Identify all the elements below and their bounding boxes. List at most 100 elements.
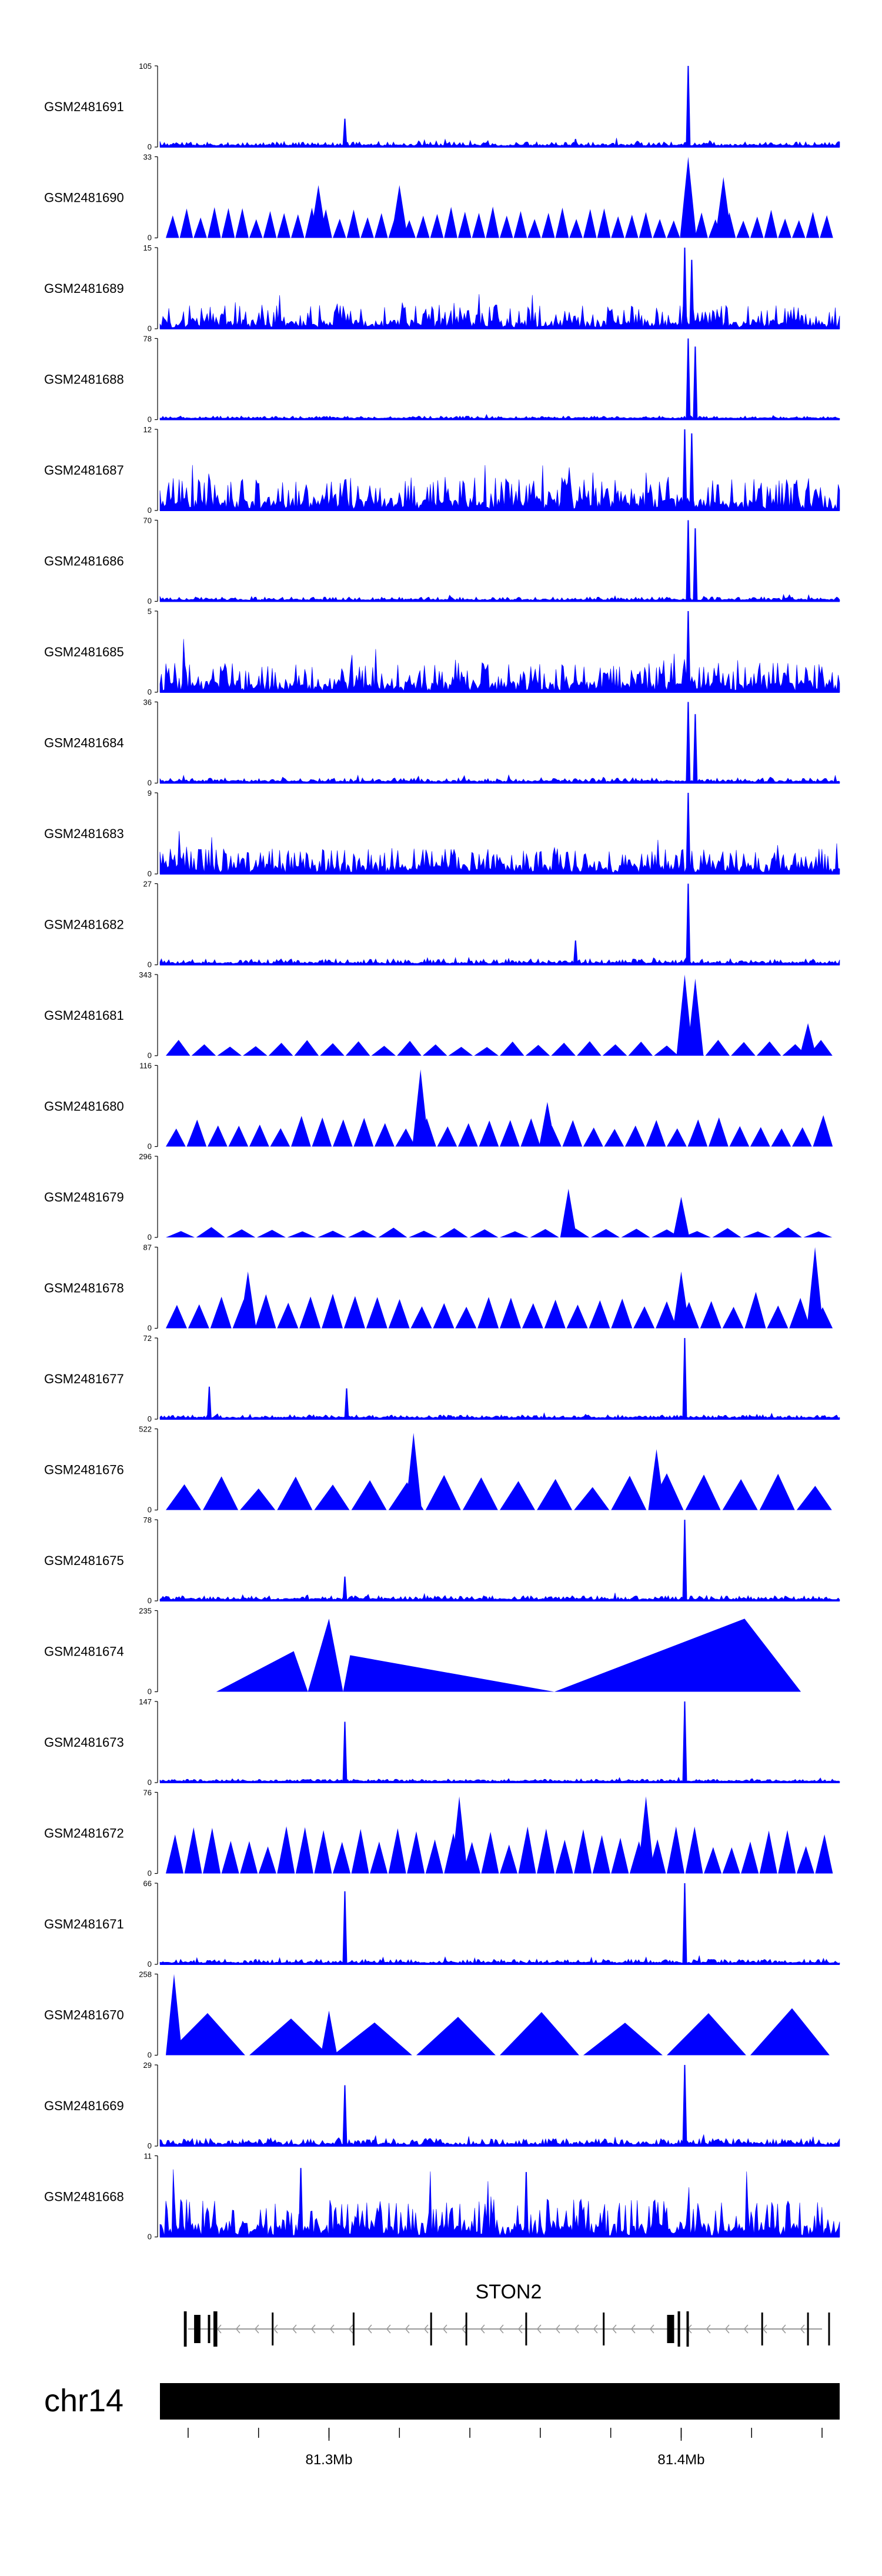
track-label: GSM2481677: [44, 1372, 124, 1386]
gene-exon: [686, 2311, 689, 2347]
coverage-peak: [310, 185, 327, 238]
coverage-area: [159, 1955, 840, 1965]
gene-model-STON2: [183, 2311, 830, 2347]
coverage-peak: [673, 1197, 690, 1237]
y-max-label: 78: [143, 335, 152, 343]
y-max-label: 235: [139, 1607, 152, 1616]
gene-exon: [677, 2311, 680, 2347]
gene-exon: [194, 2315, 201, 2343]
coverage-peak: [689, 259, 694, 329]
coverage-peak: [560, 1189, 577, 1237]
y-min-label: 0: [148, 506, 152, 515]
gene-exon: [807, 2313, 809, 2345]
axis-tick-label: 81.4Mb: [657, 2452, 704, 2468]
track-GSM2481669: GSM2481669 29 0: [44, 2061, 840, 2150]
coverage-area: [216, 1619, 801, 1692]
coverage-area: [159, 2169, 840, 2237]
track-label: GSM2481686: [44, 554, 124, 569]
gene-exon: [761, 2313, 763, 2345]
y-min-label: 0: [148, 233, 152, 242]
strand-arrow: [273, 2324, 278, 2334]
gene-exon: [430, 2313, 432, 2345]
track-label: GSM2481687: [44, 463, 124, 478]
coverage-peak: [391, 185, 408, 238]
strand-arrow: [329, 2324, 335, 2334]
coverage-peak: [648, 1449, 665, 1510]
track-GSM2481682: GSM2481682 27 0: [44, 880, 840, 969]
y-max-label: 147: [139, 1697, 152, 1706]
coverage-area: [159, 1593, 840, 1601]
gene-annotation-track: STON2: [183, 2281, 830, 2347]
track-label: GSM2481683: [44, 826, 124, 841]
strand-arrow: [461, 2324, 466, 2334]
track-GSM2481676: GSM2481676 522 0: [44, 1425, 836, 1514]
track-label: GSM2481676: [44, 1463, 124, 1477]
coverage-peak: [682, 2065, 687, 2146]
strand-arrow: [292, 2324, 297, 2334]
track-GSM2481681: GSM2481681 343 0: [44, 970, 836, 1060]
chromosome-axis: chr14 81.3Mb 81.4Mb: [44, 2383, 840, 2468]
y-min-label: 0: [148, 415, 152, 424]
track-label: GSM2481681: [44, 1008, 124, 1023]
y-min-label: 0: [148, 1869, 152, 1878]
coverage-area: [159, 2134, 840, 2147]
track-label: GSM2481674: [44, 1644, 124, 1659]
coverage-area: [163, 1473, 836, 1510]
track-GSM2481686: GSM2481686 70 0: [44, 516, 840, 606]
gene-exon: [525, 2313, 527, 2345]
coverage-peak: [298, 2168, 303, 2237]
coverage-area: [159, 957, 840, 965]
coverage-peak: [342, 1721, 348, 1783]
y-min-label: 0: [148, 1233, 152, 1242]
y-max-label: 72: [143, 1334, 152, 1343]
coverage-area: [159, 593, 840, 602]
strand-arrow: [706, 2324, 711, 2334]
strand-arrow: [762, 2324, 767, 2334]
coverage-peak: [539, 1102, 556, 1147]
coverage-peak: [687, 978, 704, 1056]
track-GSM2481673: GSM2481673 147 0: [44, 1697, 840, 1787]
y-min-label: 0: [148, 2233, 152, 2241]
y-min-label: 0: [148, 2051, 152, 2060]
strand-arrow: [235, 2324, 240, 2334]
gene-exon: [352, 2313, 355, 2345]
y-max-label: 78: [143, 1516, 152, 1524]
coverage-peak: [342, 1891, 348, 1964]
track-label: GSM2481680: [44, 1099, 124, 1114]
strand-arrow: [348, 2324, 353, 2334]
track-label: GSM2481690: [44, 191, 124, 205]
strand-arrow: [743, 2324, 749, 2334]
coverage-peak: [206, 1386, 212, 1419]
coverage-peak: [523, 2172, 529, 2237]
y-max-label: 343: [139, 970, 152, 979]
y-max-label: 27: [143, 880, 152, 889]
coverage-area: [159, 465, 840, 511]
y-max-label: 15: [143, 243, 152, 252]
y-min-label: 0: [148, 688, 152, 696]
strand-arrow: [254, 2324, 259, 2334]
y-min-label: 0: [148, 1687, 152, 1696]
y-min-label: 0: [148, 597, 152, 606]
strand-arrow: [612, 2324, 617, 2334]
coverage-peak: [693, 528, 698, 602]
strand-arrow: [442, 2324, 447, 2334]
coverage-tracks: GSM24816911050GSM2481690330GSM2481689150…: [44, 62, 840, 2241]
coverage-area: [159, 639, 840, 693]
coverage-peak: [686, 702, 691, 783]
strand-arrow: [216, 2324, 222, 2334]
coverage-peak: [686, 338, 691, 420]
strand-arrow: [517, 2324, 523, 2334]
strand-arrow: [367, 2324, 372, 2334]
coverage-peak: [682, 1520, 687, 1601]
y-max-label: 36: [143, 698, 152, 707]
coverage-area: [163, 1115, 836, 1147]
gene-name-label: STON2: [476, 2281, 542, 2303]
y-max-label: 87: [143, 1243, 152, 1252]
y-min-label: 0: [148, 779, 152, 788]
y-max-label: 105: [139, 62, 152, 71]
coverage-peak: [239, 1271, 256, 1329]
track-GSM2481677: GSM2481677 72 0: [44, 1334, 840, 1423]
strand-arrow: [781, 2324, 786, 2334]
track-GSM2481683: GSM2481683 9 0: [44, 789, 840, 878]
